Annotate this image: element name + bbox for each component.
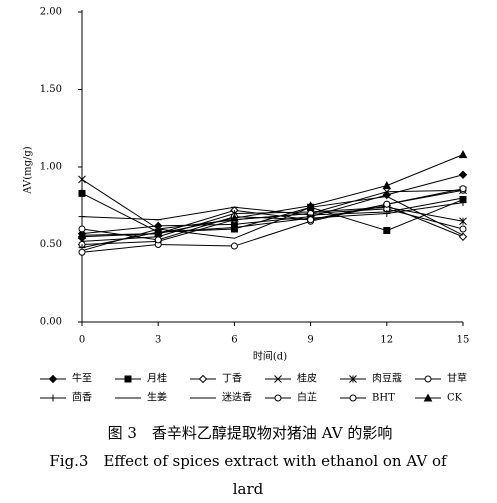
- marker: [230, 223, 238, 231]
- y-tick-label: 1.00: [40, 162, 62, 173]
- y-tick-label: 0.50: [40, 239, 62, 250]
- marker: [459, 225, 467, 233]
- marker: [274, 375, 282, 383]
- y-axis-title: AV(mg/g): [23, 146, 34, 195]
- y-tick-label: 0.00: [40, 317, 62, 328]
- y-tick-label: 1.50: [40, 84, 62, 95]
- marker: [78, 248, 86, 256]
- marker: [459, 217, 467, 226]
- marker: [198, 374, 208, 384]
- marker: [78, 175, 86, 184]
- legend-label: 月桂: [147, 372, 167, 385]
- marker: [458, 170, 468, 179]
- marker: [383, 210, 391, 217]
- legend-label: 丁香: [222, 373, 242, 385]
- marker: [382, 181, 392, 190]
- legend-label: CK: [447, 393, 463, 404]
- legend-label: 白芷: [297, 391, 317, 404]
- legend-label: 肉豆蔻: [372, 372, 402, 385]
- x-tick-label: 6: [231, 335, 237, 346]
- caption-en: lard: [233, 480, 264, 498]
- marker: [307, 216, 315, 224]
- marker: [382, 187, 391, 196]
- marker: [230, 213, 239, 222]
- marker: [49, 394, 57, 402]
- series-line: [81, 178, 464, 230]
- marker: [77, 230, 87, 239]
- series-line: [81, 197, 464, 221]
- legend-label: BHT: [372, 393, 395, 404]
- legend-label: 迷迭香: [222, 392, 252, 404]
- marker: [423, 393, 433, 402]
- marker: [383, 227, 391, 235]
- marker: [274, 394, 282, 402]
- marker: [383, 200, 391, 208]
- marker: [124, 375, 132, 383]
- series-line: [81, 195, 464, 252]
- legend-label: 牛至: [72, 372, 92, 385]
- legend-label: 桂皮: [297, 372, 317, 385]
- marker: [458, 150, 468, 159]
- y-tick-label: 2.00: [40, 7, 62, 18]
- marker: [458, 232, 468, 241]
- marker: [424, 375, 432, 383]
- x-tick-label: 0: [79, 335, 85, 346]
- marker: [78, 189, 86, 197]
- caption-cn: 图 3 香辛料乙醇提取物对猪油 AV 的影响: [108, 424, 393, 442]
- marker: [230, 242, 238, 250]
- x-tick-label: 12: [380, 335, 393, 346]
- marker: [48, 374, 58, 384]
- marker: [349, 375, 357, 383]
- caption-en: Fig.3 Effect of spices extract with etha…: [49, 452, 448, 470]
- x-tick-label: 3: [155, 335, 161, 346]
- x-tick-label: 15: [457, 335, 470, 346]
- legend-label: 茴香: [72, 392, 92, 404]
- marker: [306, 201, 315, 210]
- legend-label: 生姜: [147, 391, 167, 404]
- series-line: [81, 174, 464, 235]
- x-axis-title: 时间(d): [253, 350, 287, 363]
- marker: [459, 185, 467, 193]
- series-line: [81, 188, 464, 241]
- legend-label: 甘草: [447, 372, 467, 385]
- series-line: [81, 208, 464, 245]
- series-line: [81, 189, 464, 253]
- series-line: [81, 202, 464, 249]
- marker: [459, 199, 467, 207]
- series-line: [81, 154, 464, 236]
- x-tick-label: 9: [307, 335, 313, 346]
- marker: [153, 229, 163, 238]
- marker: [349, 394, 357, 402]
- marker: [154, 236, 162, 244]
